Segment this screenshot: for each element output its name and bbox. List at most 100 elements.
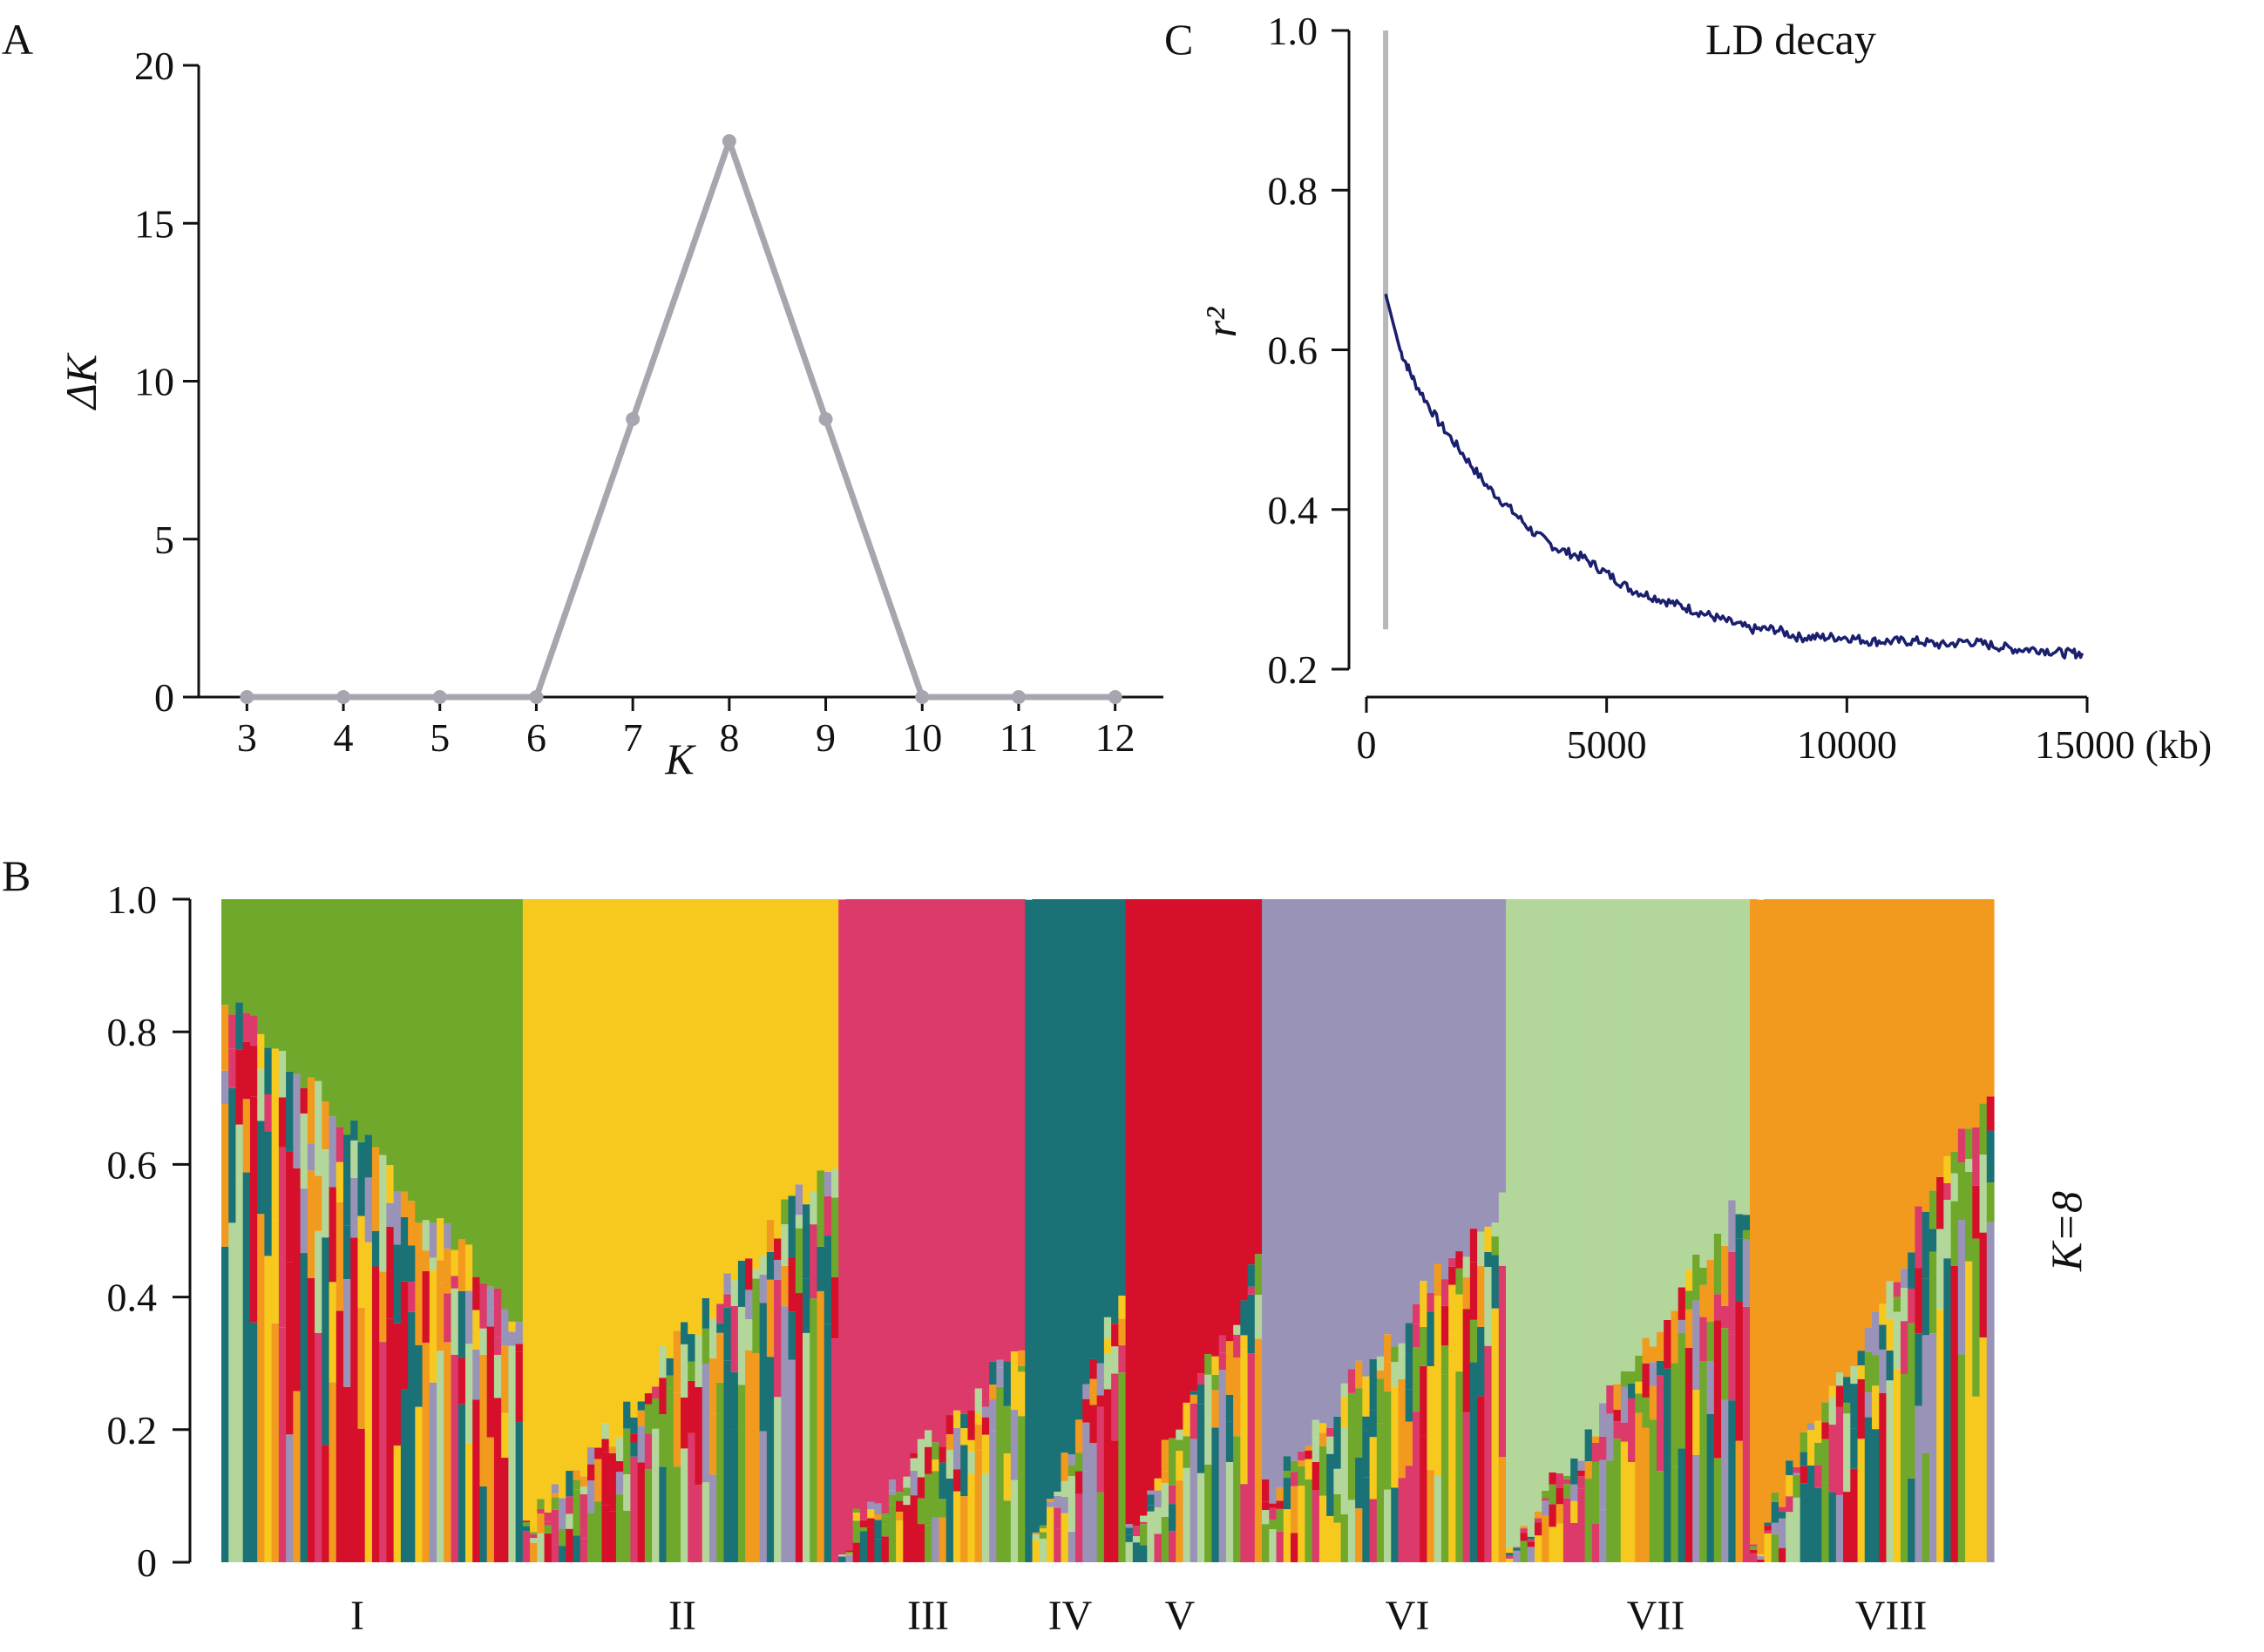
structure-bar-segment [1225, 1341, 1234, 1395]
structure-bar-segment [1369, 1358, 1378, 1411]
structure-bar-segment [493, 1354, 502, 1398]
structure-bar-segment [925, 1525, 932, 1562]
structure-bar-segment [925, 1473, 932, 1526]
structure-bar-segment [479, 899, 488, 1283]
structure-bar-segment [1972, 1185, 1981, 1239]
structure-bar-segment [444, 1342, 452, 1562]
structure-bar-segment [723, 1360, 732, 1562]
structure-bar-segment [437, 1260, 444, 1283]
structure-bar-segment [1635, 1381, 1644, 1394]
structure-bar-segment [896, 1511, 904, 1520]
structure-bar-segment [315, 1230, 322, 1333]
structure-bar-segment [1527, 1541, 1535, 1547]
structure-bar-segment [1613, 899, 1622, 1385]
structure-bar-segment [1786, 1496, 1794, 1513]
structure-bar-segment [615, 899, 624, 1439]
structure-bar-segment [1074, 1471, 1083, 1494]
structure-bar-segment [1254, 1294, 1263, 1339]
structure-bar-segment [1089, 899, 1098, 1359]
structure-bar-segment [1965, 1159, 1973, 1172]
structure-bar-segment [1247, 1353, 1256, 1562]
structure-bar-segment [357, 1428, 366, 1562]
structure-bar-segment [859, 1527, 868, 1532]
structure-bar-segment [1369, 1437, 1378, 1500]
structure-bar-segment [1247, 899, 1256, 1265]
structure-bar-segment [1928, 1190, 1937, 1229]
structure-bar-segment [1986, 899, 1995, 1097]
structure-bar-segment [400, 1281, 409, 1390]
structure-bar-segment [1900, 1268, 1908, 1289]
structure-bar-segment [1484, 1345, 1493, 1562]
structure-bar-segment [1728, 1334, 1737, 1401]
structure-bar-segment [386, 1202, 395, 1227]
structure-bar-segment [415, 1296, 424, 1345]
structure-bar-segment [551, 899, 559, 1485]
structure-bar-segment [566, 1496, 574, 1514]
structure-bar-segment [888, 899, 897, 1480]
structure-bar-segment [1103, 1338, 1112, 1354]
structure-bar-segment [716, 899, 725, 1304]
structure-bar-segment [408, 899, 416, 1202]
structure-bar-segment [1850, 1468, 1859, 1562]
structure-bar-segment [278, 1051, 287, 1098]
structure-bar-segment [932, 1471, 940, 1518]
structure-bar-segment [393, 1191, 402, 1245]
structure-bar-segment [235, 899, 244, 1003]
structure-bar-segment [264, 899, 273, 1048]
structure-bar-segment [1469, 899, 1478, 1229]
structure-bar-segment [242, 1041, 251, 1100]
structure-bar-segment [1491, 899, 1500, 1223]
structure-bar-segment [1068, 899, 1076, 1455]
structure-bar-segment [974, 1412, 983, 1425]
structure-bar-segment [1649, 1346, 1657, 1363]
structure-bar-segment [451, 1276, 459, 1289]
structure-bar-segment [472, 1276, 481, 1310]
structure-bar-segment [1132, 1533, 1141, 1536]
structure-bar-segment [1412, 1347, 1420, 1412]
structure-bar-segment [1326, 1436, 1334, 1454]
structure-bar-segment [1979, 899, 1988, 1104]
structure-bar-segment [1542, 899, 1550, 1491]
structure-bar-segment [307, 1170, 315, 1278]
structure-bar-segment [515, 1351, 524, 1423]
structure-bar-segment [903, 1505, 912, 1562]
structure-bar-segment [1434, 1322, 1442, 1476]
structure-bar-segment [515, 899, 524, 1323]
structure-bar-segment [350, 899, 359, 1121]
structure-bar-segment [379, 1154, 387, 1225]
structure-bar-segment [264, 1093, 273, 1132]
structure-bar-segment [1534, 1511, 1542, 1519]
structure-bar-segment [1140, 1521, 1148, 1525]
structure-bar-segment [1290, 1533, 1298, 1562]
structure-bar-segment [486, 1307, 495, 1327]
panel-c-x-ticks: 0 5000 10000 15000 (kb) [1357, 697, 2212, 767]
panel-c-x-tick-label: 10000 [1797, 722, 1897, 767]
structure-bar-segment [1434, 1263, 1442, 1297]
structure-bar-segment [464, 1244, 473, 1291]
structure-bar-segment [903, 1487, 912, 1496]
structure-bar-segment [896, 1500, 904, 1512]
structure-bar-segment [644, 1404, 653, 1434]
structure-bar-segment [1678, 1448, 1686, 1562]
structure-bar-segment [1355, 899, 1363, 1361]
structure-bar-segment [1384, 1391, 1392, 1490]
structure-bar-segment [315, 899, 322, 1081]
structure-bar-segment [1161, 899, 1169, 1440]
structure-bar-segment [903, 1476, 912, 1488]
panel-a-x-tick-label: 5 [430, 715, 450, 760]
structure-bar-segment [1678, 1332, 1686, 1449]
structure-bar-segment [573, 1489, 581, 1536]
structure-bar-segment [708, 1413, 717, 1475]
structure-bar-segment [429, 1257, 437, 1270]
structure-bar-segment [1132, 1526, 1141, 1534]
panel-a-y-ticks: 0 5 10 15 20 [134, 44, 199, 720]
structure-bar-segment [566, 899, 574, 1472]
structure-bar-segment [803, 899, 810, 1205]
panel-a-x-tick-label: 11 [1000, 715, 1038, 760]
structure-bar-segment [1276, 1508, 1285, 1532]
structure-bar-segment [342, 899, 351, 1135]
structure-bar-segment [1054, 1495, 1062, 1508]
structure-bar-segment [601, 899, 610, 1424]
structure-bar-segment [644, 1469, 653, 1562]
structure-bar-segment [673, 1466, 681, 1562]
